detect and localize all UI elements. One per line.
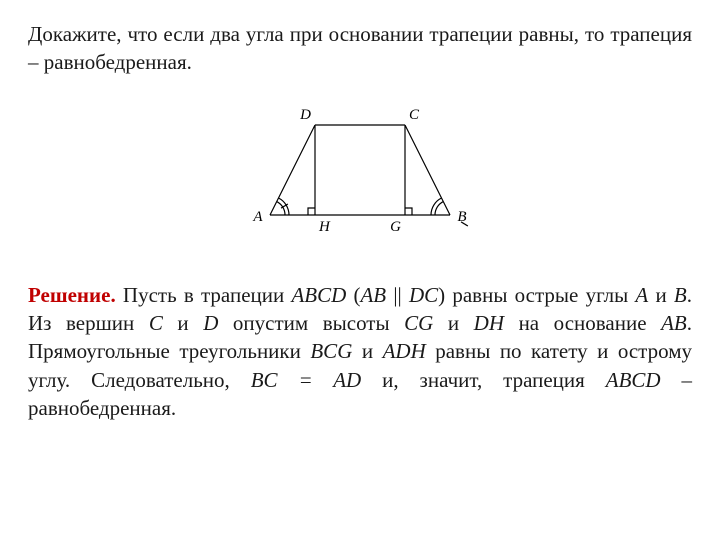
solution-text: Пусть в трапеции ABCD (AB || DC) равны о…	[28, 283, 692, 420]
problem-text: Докажите, что если два угла при основани…	[28, 22, 692, 74]
svg-text:G: G	[390, 219, 401, 235]
svg-text:D: D	[299, 107, 311, 123]
problem-statement: Докажите, что если два угла при основани…	[28, 20, 692, 77]
figure-container: A B D C H G	[28, 105, 692, 245]
solution-label: Решение.	[28, 283, 116, 307]
svg-text:B: B	[457, 209, 466, 225]
solution-block: Решение. Пусть в трапеции ABCD (AB || DC…	[28, 281, 692, 423]
trapezoid-diagram: A B D C H G	[250, 105, 470, 245]
svg-text:A: A	[252, 209, 263, 225]
svg-text:H: H	[318, 219, 331, 235]
svg-text:C: C	[409, 107, 420, 123]
